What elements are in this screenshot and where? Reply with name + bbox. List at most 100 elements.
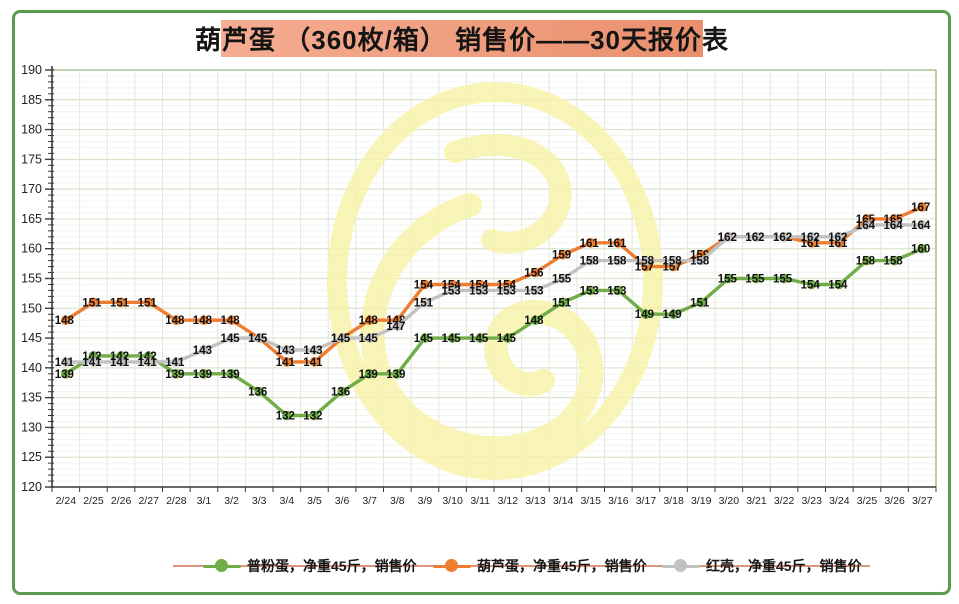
svg-text:154: 154 — [414, 280, 434, 292]
svg-text:156: 156 — [524, 268, 543, 280]
svg-text:130: 130 — [21, 420, 42, 434]
svg-text:153: 153 — [442, 285, 461, 297]
svg-text:158: 158 — [856, 256, 876, 268]
svg-text:3/15: 3/15 — [580, 495, 601, 507]
svg-text:132: 132 — [276, 411, 295, 423]
svg-text:147: 147 — [386, 321, 405, 333]
svg-text:143: 143 — [303, 345, 322, 357]
series-markers — [61, 220, 927, 367]
svg-text:164: 164 — [911, 220, 931, 232]
svg-text:153: 153 — [607, 285, 626, 297]
svg-text:161: 161 — [607, 238, 627, 250]
svg-text:141: 141 — [82, 357, 102, 369]
legend-marker-orange — [433, 559, 471, 573]
svg-text:162: 162 — [718, 232, 737, 244]
svg-text:125: 125 — [21, 450, 42, 464]
svg-text:139: 139 — [221, 369, 240, 381]
svg-text:145: 145 — [497, 333, 517, 345]
svg-text:158: 158 — [663, 256, 683, 268]
svg-text:145: 145 — [442, 333, 462, 345]
svg-text:141: 141 — [276, 357, 296, 369]
y-axis-labels: 190 185 180 175 170 165 160 155 150 145 140 135 130 1… — [21, 63, 42, 494]
svg-text:3/9: 3/9 — [418, 495, 433, 507]
svg-text:2/28: 2/28 — [166, 495, 187, 507]
svg-text:159: 159 — [552, 250, 571, 262]
legend-label: 葫芦蛋，净重45斤，销售价 — [477, 558, 647, 574]
svg-text:148: 148 — [221, 315, 241, 327]
svg-text:3/18: 3/18 — [663, 495, 684, 507]
svg-text:149: 149 — [663, 309, 682, 321]
svg-text:3/4: 3/4 — [280, 495, 295, 507]
svg-text:162: 162 — [828, 232, 847, 244]
legend-item-red-shell: 红壳，净重45斤，销售价 — [662, 556, 862, 576]
svg-text:151: 151 — [414, 297, 434, 309]
svg-text:3/12: 3/12 — [498, 495, 519, 507]
legend-item-hulu-egg: 葫芦蛋，净重45斤，销售价 — [433, 556, 647, 576]
title-banner: 葫芦蛋 （360枚/箱） 销售价——30天报价表 — [195, 20, 728, 57]
svg-text:3/27: 3/27 — [912, 495, 933, 507]
svg-text:3/26: 3/26 — [884, 495, 905, 507]
svg-text:151: 151 — [552, 297, 572, 309]
svg-text:151: 151 — [138, 297, 158, 309]
legend-rule-line — [173, 565, 870, 567]
svg-text:148: 148 — [359, 315, 379, 327]
svg-text:3/1: 3/1 — [197, 495, 212, 507]
svg-text:3/7: 3/7 — [362, 495, 377, 507]
svg-text:161: 161 — [580, 238, 600, 250]
svg-text:3/14: 3/14 — [553, 495, 574, 507]
svg-text:149: 149 — [635, 309, 654, 321]
svg-text:145: 145 — [221, 333, 241, 345]
svg-text:3/24: 3/24 — [829, 495, 850, 507]
svg-text:145: 145 — [469, 333, 489, 345]
watermark-logo — [327, 82, 663, 480]
chart-title: 葫芦蛋 （360枚/箱） 销售价——30天报价表 — [195, 25, 729, 55]
svg-text:145: 145 — [331, 333, 351, 345]
legend-label: 普粉蛋，净重45斤，销售价 — [247, 558, 417, 574]
svg-text:151: 151 — [110, 297, 130, 309]
plot-border — [52, 69, 937, 487]
svg-text:148: 148 — [55, 315, 75, 327]
svg-text:158: 158 — [607, 256, 627, 268]
svg-text:185: 185 — [21, 93, 42, 107]
svg-text:155: 155 — [21, 272, 42, 286]
svg-text:157: 157 — [663, 262, 682, 274]
svg-text:154: 154 — [828, 280, 848, 292]
svg-text:139: 139 — [193, 369, 212, 381]
svg-text:155: 155 — [745, 274, 765, 286]
svg-text:141: 141 — [303, 357, 323, 369]
svg-text:143: 143 — [193, 345, 212, 357]
svg-text:157: 157 — [635, 262, 654, 274]
svg-text:3/17: 3/17 — [636, 495, 657, 507]
svg-text:141: 141 — [138, 357, 158, 369]
svg-text:3/19: 3/19 — [691, 495, 712, 507]
svg-text:3/3: 3/3 — [252, 495, 267, 507]
svg-text:135: 135 — [21, 391, 42, 405]
svg-text:154: 154 — [801, 280, 821, 292]
svg-text:158: 158 — [690, 256, 710, 268]
svg-text:140: 140 — [21, 361, 42, 375]
x-axis-ticks — [51, 487, 937, 492]
svg-text:2/26: 2/26 — [111, 495, 132, 507]
svg-text:3/16: 3/16 — [608, 495, 629, 507]
legend-label: 红壳，净重45斤，销售价 — [706, 558, 862, 574]
svg-text:175: 175 — [21, 152, 42, 166]
svg-text:151: 151 — [690, 297, 710, 309]
svg-text:3/2: 3/2 — [224, 495, 239, 507]
svg-text:3/8: 3/8 — [390, 495, 405, 507]
legend-marker-green — [203, 559, 241, 573]
svg-text:180: 180 — [21, 123, 42, 137]
svg-text:2/27: 2/27 — [138, 495, 159, 507]
svg-text:3/20: 3/20 — [719, 495, 740, 507]
svg-text:145: 145 — [359, 333, 379, 345]
svg-text:2/24: 2/24 — [56, 495, 77, 507]
svg-text:3/23: 3/23 — [801, 495, 822, 507]
svg-text:167: 167 — [911, 202, 930, 214]
svg-text:3/6: 3/6 — [335, 495, 350, 507]
svg-text:145: 145 — [21, 331, 42, 345]
svg-text:3/22: 3/22 — [774, 495, 795, 507]
svg-text:161: 161 — [828, 238, 848, 250]
